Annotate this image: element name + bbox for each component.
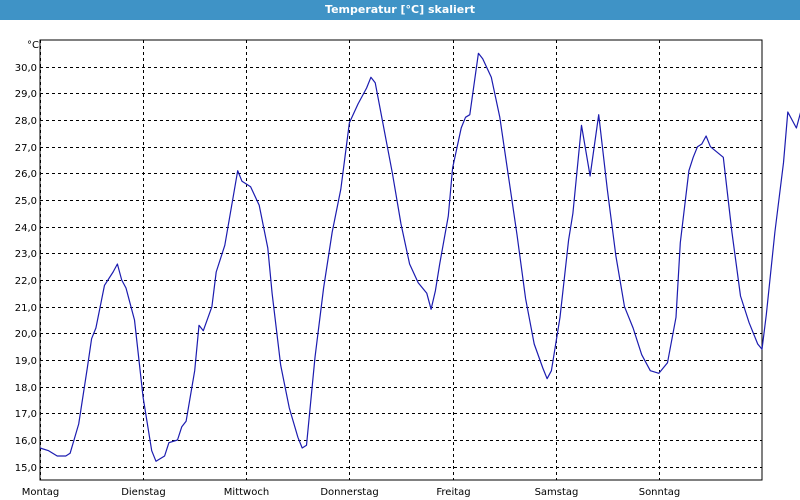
x-tick-day-label: Donnerstag xyxy=(320,487,378,498)
y-tick-label: 16,0 xyxy=(15,436,37,447)
x-tick-day-label: Freitag xyxy=(436,487,470,498)
y-tick-label: 21,0 xyxy=(15,303,37,314)
x-tick-day-label: Mittwoch xyxy=(224,487,269,498)
y-axis: 15,0 16,0 17,0 18,0 19,0 20,0 21,0 22,0 23,0 24,0… xyxy=(15,63,37,474)
y-tick-label: 26,0 xyxy=(15,169,37,180)
x-tick-day-label: Samstag xyxy=(535,487,579,498)
y-tick-label: 15,0 xyxy=(15,463,37,474)
y-tick-label: 28,0 xyxy=(15,116,37,127)
series-group xyxy=(39,52,800,462)
y-tick-label: 23,0 xyxy=(15,249,37,260)
y-tick-label: 25,0 xyxy=(15,196,37,207)
grid xyxy=(40,40,762,480)
y-tick-label: 19,0 xyxy=(15,356,37,367)
plot-frame xyxy=(39,39,763,481)
y-tick-label: 24,0 xyxy=(15,223,37,234)
y-tick-label: 17,0 xyxy=(15,409,37,420)
chart-title-bar: Temperatur [°C] skaliert xyxy=(0,0,800,20)
y-tick-label: 20,0 xyxy=(15,329,37,340)
y-axis-unit-label: °C xyxy=(27,40,39,51)
x-tick-day-label: Dienstag xyxy=(121,487,166,498)
temperature-chart: 15,0 16,0 17,0 18,0 19,0 20,0 21,0 22,0 23,0 24,0… xyxy=(15,39,800,498)
y-tick-label: 22,0 xyxy=(15,276,37,287)
y-tick-label: 27,0 xyxy=(15,143,37,154)
x-tick-day-label: Montag xyxy=(22,487,59,498)
y-tick-label: 18,0 xyxy=(15,383,37,394)
y-tick-label: 30,0 xyxy=(15,63,37,74)
y-tick-label: 29,0 xyxy=(15,89,37,100)
chart-title: Temperatur [°C] skaliert xyxy=(325,3,475,16)
x-axis: Montag18.07.16Dienstag19.07.16Mittwoch20… xyxy=(22,487,681,498)
x-tick-day-label: Sonntag xyxy=(639,487,681,498)
temperature-series-line xyxy=(39,52,800,462)
